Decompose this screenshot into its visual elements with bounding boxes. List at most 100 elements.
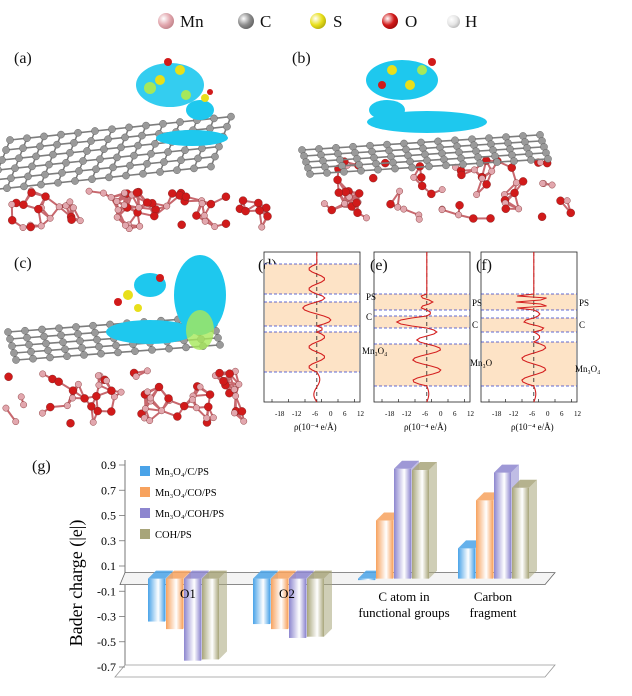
- mn-atom: [231, 409, 238, 417]
- mn-atom: [66, 198, 74, 206]
- mn-atom: [107, 193, 115, 201]
- c-atom: [340, 168, 348, 176]
- mn-atom: [103, 377, 110, 385]
- mn-atom: [8, 200, 16, 208]
- mn-atom: [488, 167, 496, 175]
- c-atom: [121, 133, 129, 142]
- c-atom: [23, 134, 31, 142]
- band-region: [265, 302, 359, 326]
- charge-cloud-b: [366, 58, 487, 133]
- band-region: [375, 294, 469, 310]
- c-atom: [100, 145, 108, 153]
- c-atom: [10, 349, 18, 357]
- o-atom: [455, 201, 464, 210]
- mn-atom: [196, 383, 204, 391]
- o-atom: [469, 214, 478, 223]
- mn-atom: [100, 189, 107, 197]
- c-atom: [147, 150, 155, 158]
- c-atom: [160, 158, 168, 166]
- o-atom: [241, 206, 250, 216]
- o-atom: [501, 204, 510, 213]
- c-atom: [66, 149, 74, 157]
- legend-c: C: [260, 12, 272, 31]
- o-atom: [164, 394, 173, 403]
- mn-atom: [163, 202, 171, 210]
- s-atom-icon: [310, 13, 326, 29]
- mn-atom: [189, 396, 196, 404]
- mn-atom: [76, 217, 84, 225]
- tick-label: 0: [329, 410, 333, 418]
- mn-atom: [114, 206, 122, 214]
- c-atom: [63, 352, 71, 361]
- panel-label-e: (e): [370, 257, 388, 274]
- o-atom: [107, 407, 116, 416]
- y-tick-label: 0.5: [101, 509, 116, 523]
- o-atom: [26, 222, 35, 232]
- c-atom: [20, 182, 28, 191]
- mn-atom: [122, 221, 129, 229]
- mn3o4-substrate-a: [7, 187, 272, 232]
- o-atom: [510, 188, 519, 198]
- c-atom: [165, 344, 173, 353]
- o-atom: [482, 180, 491, 189]
- c-atom: [8, 342, 16, 350]
- category-label: functional groups: [358, 605, 449, 620]
- o-atom: [192, 211, 201, 220]
- mn-atom: [142, 405, 149, 413]
- bar: [512, 479, 537, 579]
- o-atom: [80, 394, 89, 403]
- c-atom: [71, 177, 79, 185]
- c-atom: [79, 157, 87, 165]
- c-atom: [46, 353, 54, 362]
- mn-atom: [203, 414, 211, 422]
- c-atom: [78, 344, 86, 352]
- o-atom: [19, 200, 28, 209]
- legend-label-1: Mn₃O₄/CO/PS: [155, 488, 217, 499]
- c-atom: [142, 121, 150, 130]
- legend-o: O: [405, 12, 418, 31]
- c-atom: [134, 141, 142, 150]
- y-tick-labels: 0.9 0.7 0.5 0.3 0.1 -0.1 -0.3 -0.5 -0.7: [97, 458, 125, 674]
- o-atom: [238, 196, 248, 205]
- h-atom-icon: [447, 15, 460, 28]
- tick-label: 6: [453, 410, 457, 418]
- y-tick-label: 0.9: [101, 458, 116, 472]
- c-atom: [96, 155, 104, 163]
- plot-e-label-mn3o: Mn₃O: [470, 358, 493, 368]
- band-region: [375, 344, 469, 386]
- legend-swatch-1: [140, 487, 150, 497]
- o-atom: [255, 206, 264, 215]
- c-atom: [173, 166, 181, 174]
- mn-atom: [19, 224, 27, 231]
- tick-label: 0: [439, 410, 443, 418]
- c-atom: [59, 338, 67, 347]
- c-atom: [57, 130, 65, 139]
- category-label: fragment: [470, 605, 517, 620]
- mn-atom: [455, 211, 462, 219]
- bar: [202, 570, 227, 660]
- c-atom: [83, 147, 91, 155]
- c-atom: [6, 136, 14, 144]
- o-atom: [237, 407, 247, 416]
- c-atom: [54, 178, 62, 187]
- mn-atom: [539, 179, 547, 187]
- c-atom: [7, 174, 15, 182]
- legend-h: H: [465, 12, 478, 31]
- mn-atom: [120, 201, 128, 209]
- mn-atom: [210, 414, 217, 422]
- c-atom: [156, 168, 164, 176]
- c-atom: [80, 351, 88, 359]
- c-atom: [58, 168, 66, 177]
- c-atom: [122, 171, 130, 180]
- mn-atom: [415, 215, 423, 223]
- c-atom: [210, 114, 218, 123]
- c-atom: [74, 330, 82, 338]
- c-atom: [27, 347, 35, 356]
- c-atom: [130, 151, 138, 160]
- o-atom: [333, 175, 342, 185]
- mn-atom: [438, 206, 446, 214]
- c-atom: [25, 340, 33, 349]
- mn-atom: [478, 175, 486, 182]
- tick-label: -6: [422, 410, 428, 418]
- category-label: O2: [279, 586, 295, 601]
